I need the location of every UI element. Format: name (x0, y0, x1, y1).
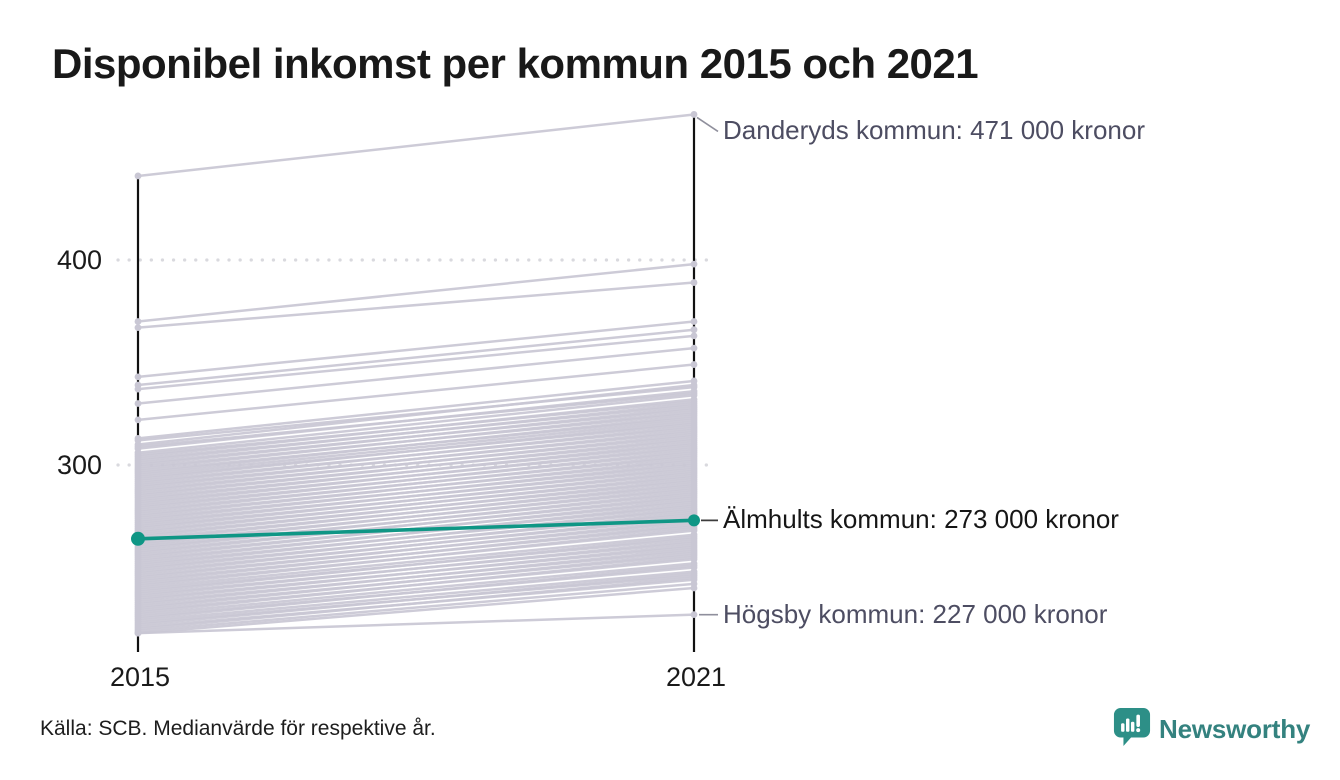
municipality-line-99 (137, 582, 695, 633)
municipality-line-25 (137, 420, 695, 481)
municipality-line-4 (137, 334, 695, 391)
municipality-line-9 (137, 383, 695, 446)
municipality-line-11 (137, 389, 695, 450)
leader-danderyd (696, 116, 719, 133)
brand-lockup: Newsworthy (1113, 707, 1311, 752)
annotation-danderyds-kommun: Danderyds kommun: 471 000 kronor (723, 115, 1146, 145)
municipality-line-80 (137, 535, 695, 594)
newsworthy-speech-bubble-chart-icon (1113, 707, 1151, 752)
municipality-line-84 (137, 543, 695, 602)
municipality-line-0-dot-2015 (134, 318, 142, 325)
municipality-line-100-dot-2021 (690, 584, 698, 592)
municipality-line-4-dot-2021 (690, 332, 698, 340)
municipality-line-94 (137, 570, 695, 623)
municipality-line-0 (137, 262, 695, 323)
x-axis-label-2021: 2021 (665, 662, 727, 692)
municipality-line-danderyds-kommun-dot-2021 (690, 111, 698, 118)
municipality-line-37 (137, 445, 695, 506)
municipality-line-77-dot-2021 (690, 525, 698, 532)
municipality-line-51 (137, 474, 695, 534)
municipality-line-71 (137, 515, 695, 575)
municipality-line-27 (137, 424, 695, 485)
municipality-line-98-dot-2021 (690, 574, 698, 582)
municipality-line-20 (137, 410, 695, 471)
municipality-line-78 (137, 533, 695, 590)
municipality-line-3 (137, 328, 695, 387)
municipality-line-33 (137, 437, 695, 497)
municipality-line-6-dot-2021 (690, 361, 698, 368)
annotation-almhults-kommun: Älmhults kommun: 273 000 kronor (723, 504, 1119, 534)
brand-name: Newsworthy (1159, 713, 1311, 744)
municipality-line-5-dot-2021 (690, 344, 698, 352)
municipality-line-18 (137, 406, 695, 467)
chart-title: Disponibel inkomst per kommun 2015 och 2… (52, 40, 979, 87)
source-note: Källa: SCB. Medianvärde för respektive å… (40, 717, 436, 740)
municipality-line-53 (137, 478, 695, 538)
municipality-line-65 (137, 502, 695, 563)
municipality-line-0-dot-2021 (690, 260, 698, 268)
municipality-line-5-dot-2015 (134, 400, 142, 407)
municipality-line-96 (137, 572, 695, 627)
municipality-line-55 (137, 482, 695, 543)
municipality-line-91 (137, 562, 695, 616)
municipality-line-59 (137, 490, 695, 551)
municipality-line-88 (137, 551, 695, 610)
municipality-line-45 (137, 461, 695, 522)
municipality-line-1 (137, 281, 695, 329)
municipality-line-86 (137, 547, 695, 606)
municipality-line-39 (137, 449, 695, 510)
municipality-line-1-dot-2015 (134, 324, 142, 332)
municipality-line-14 (137, 398, 695, 459)
municipality-line-90-dot-2021 (690, 553, 698, 561)
municipality-line-73 (137, 519, 695, 579)
municipality-line-9-dot-2021 (690, 381, 698, 389)
y-axis-tick-300: 300 (56, 450, 102, 480)
municipality-line-100 (137, 586, 695, 635)
highlight-line-almhult (137, 518, 695, 541)
municipality-line-5 (137, 346, 695, 405)
municipality-line-43 (137, 457, 695, 518)
municipality-line-danderyds-kommun (137, 113, 695, 178)
highlight-dot-2021 (688, 514, 700, 527)
municipality-line-2 (137, 320, 695, 379)
municipality-line-47 (137, 465, 695, 526)
municipality-line-90 (137, 556, 695, 614)
highlight-dot-2015 (131, 531, 145, 546)
municipality-line-6 (137, 363, 695, 422)
municipality-line-2-dot-2015 (134, 373, 142, 381)
municipality-line-41 (137, 453, 695, 514)
municipality-line-2-dot-2021 (690, 318, 698, 325)
municipality-line-35 (137, 441, 695, 502)
municipality-line-16 (137, 402, 695, 463)
y-axis-tick-400: 400 (56, 245, 102, 275)
municipality-line-49 (137, 469, 695, 530)
municipality-line-h-gsby-kommun-dot-2021 (690, 611, 698, 619)
municipality-line-danderyds-kommun-dot-2015 (134, 172, 142, 180)
municipality-line-67 (137, 506, 695, 567)
municipality-line-4-dot-2015 (134, 385, 142, 393)
municipality-line-22 (137, 414, 695, 475)
municipality-line-77 (137, 527, 695, 588)
municipality-line-23 (137, 418, 695, 477)
municipality-line-82 (137, 539, 695, 598)
municipality-line-93-dot-2021 (690, 562, 698, 569)
x-axis-label-2015: 2015 (109, 662, 171, 692)
municipality-line-6-dot-2015 (134, 416, 142, 424)
municipality-line-12 (137, 394, 695, 454)
municipality-line-61 (137, 494, 695, 555)
municipality-line-h-gsby-kommun-dot-2015 (134, 629, 142, 637)
municipality-line-1-dot-2021 (690, 279, 698, 286)
municipality-line-3-dot-2021 (690, 326, 698, 334)
annotation-hogsby-kommun: Högsby kommun: 227 000 kronor (723, 599, 1108, 629)
municipality-line-h-gsby-kommun (137, 613, 695, 635)
municipality-line-7 (137, 379, 695, 440)
municipality-line-31 (137, 433, 695, 493)
municipality-line-93 (137, 564, 695, 620)
municipality-line-29 (137, 428, 695, 489)
municipality-line-98 (137, 576, 695, 631)
municipality-line-75 (137, 523, 695, 584)
